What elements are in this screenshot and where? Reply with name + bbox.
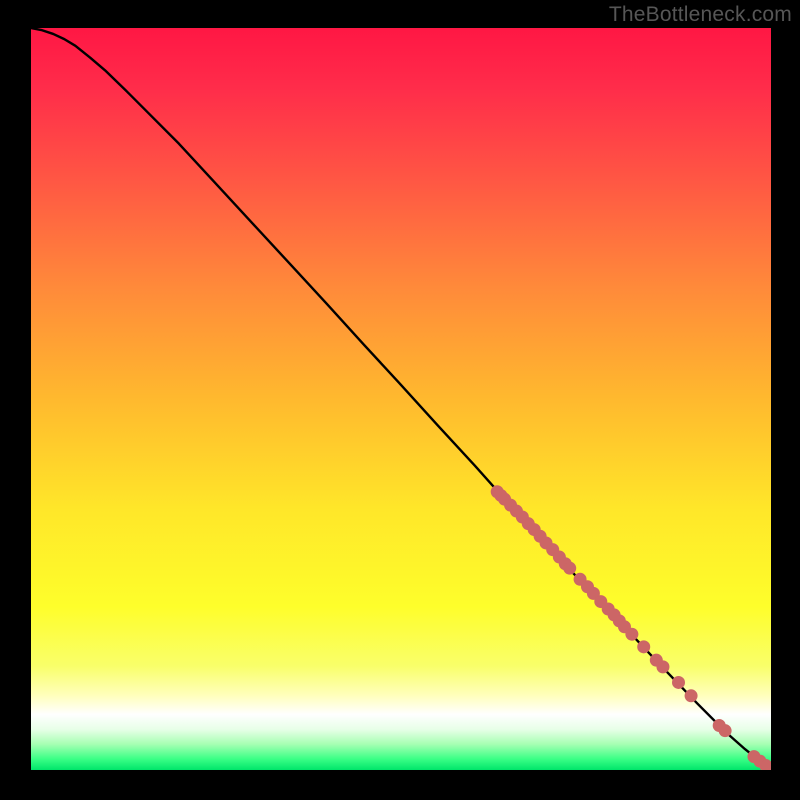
chart-root: TheBottleneck.com bbox=[0, 0, 800, 800]
data-point-marker bbox=[626, 628, 638, 640]
data-point-marker bbox=[719, 725, 731, 737]
data-point-marker bbox=[657, 661, 669, 673]
data-point-marker bbox=[564, 562, 576, 574]
plot-area bbox=[31, 28, 771, 770]
markers-layer bbox=[31, 28, 771, 770]
data-point-marker bbox=[685, 690, 697, 702]
data-point-marker bbox=[673, 676, 685, 688]
watermark-text: TheBottleneck.com bbox=[609, 3, 792, 27]
data-point-marker bbox=[638, 641, 650, 653]
